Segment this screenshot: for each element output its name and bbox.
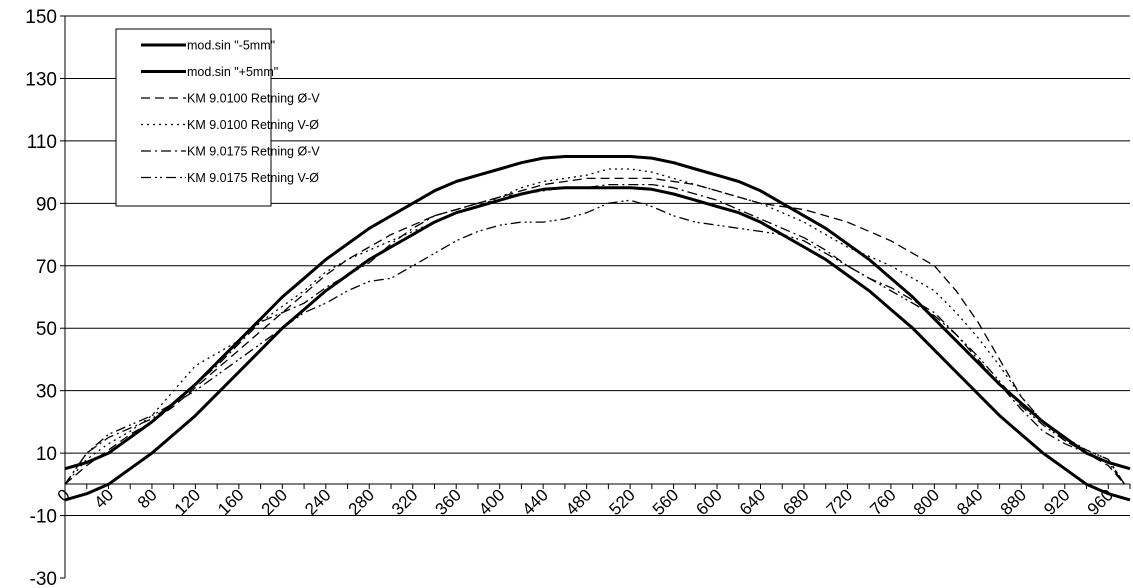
- x-tick-label: 760: [866, 485, 899, 518]
- y-tick-label: -10: [30, 507, 57, 528]
- x-tick-label: 0: [54, 485, 74, 505]
- x-tick-label: 560: [649, 485, 682, 518]
- y-tick-label: 150: [25, 7, 57, 28]
- x-tick-label: 680: [779, 485, 812, 518]
- x-tick-label: 320: [388, 485, 421, 518]
- x-tick-label: 920: [1040, 485, 1073, 518]
- series-line: [64, 183, 1126, 485]
- series-line: [64, 155, 1131, 471]
- x-tick-label: 720: [823, 485, 856, 518]
- x-tick-label: 600: [692, 485, 725, 518]
- x-tick-label: 240: [301, 485, 334, 518]
- legend-box: [115, 28, 272, 207]
- y-tick-label: 30: [36, 382, 57, 403]
- legend-label: KM 9.0175 Retning V-Ø: [187, 171, 319, 185]
- y-tick-label: -30: [30, 569, 57, 588]
- series-line: [64, 168, 1126, 485]
- x-tick-label: 200: [258, 485, 291, 518]
- series-line: [64, 186, 1131, 502]
- legend-label: mod.sin "-5mm": [187, 39, 275, 53]
- y-tick-label: 90: [36, 194, 57, 215]
- x-tick-label: 160: [214, 485, 247, 518]
- y-tick-label: 10: [36, 444, 57, 465]
- legend-label: KM 9.0175 Retning Ø-V: [187, 145, 320, 159]
- y-tick-label: 70: [36, 257, 57, 278]
- x-tick-label: 480: [562, 485, 595, 518]
- x-tick-label: 840: [953, 485, 986, 518]
- x-tick-label: 80: [134, 485, 161, 512]
- series-line: [64, 177, 1126, 485]
- legend: mod.sin "-5mm" mod.sin "+5mm" KM 9.0100 Re…: [115, 28, 320, 207]
- series-lines: [64, 155, 1131, 502]
- x-tick-label: 440: [518, 485, 551, 518]
- x-tick-label: 880: [997, 485, 1030, 518]
- legend-label: mod.sin "+5mm": [187, 65, 278, 79]
- y-tick-label: 110: [27, 132, 57, 153]
- x-tick-label: 520: [605, 485, 638, 518]
- series-line: [64, 199, 1126, 485]
- legend-label: KM 9.0100 Retning Ø-V: [187, 92, 320, 106]
- x-tick-label: 800: [910, 485, 943, 518]
- x-tick-label: 120: [171, 485, 204, 518]
- x-tick-label: 640: [736, 485, 769, 518]
- y-tick-label: 50: [36, 319, 57, 340]
- x-tick-label: 360: [432, 485, 465, 518]
- x-tick-label: 280: [345, 485, 378, 518]
- y-tick-label: 130: [25, 69, 57, 90]
- legend-label: KM 9.0100 Retning V-Ø: [187, 118, 319, 132]
- x-tick-label: 400: [475, 485, 508, 518]
